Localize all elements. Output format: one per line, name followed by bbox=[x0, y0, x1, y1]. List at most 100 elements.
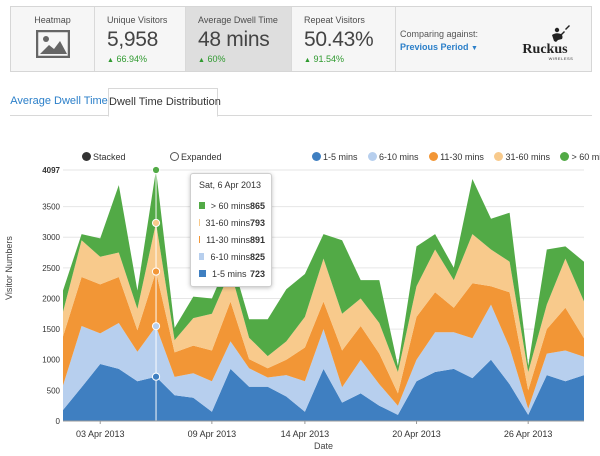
x-axis-title: Date bbox=[314, 441, 333, 451]
y-tick-label: 3000 bbox=[42, 233, 60, 242]
series-area-4 bbox=[63, 223, 584, 394]
x-tick-label: 26 Apr 2013 bbox=[504, 429, 553, 439]
repeat-visitors-change-value: 91.54% bbox=[313, 54, 344, 64]
heatmap-label: Heatmap bbox=[34, 15, 71, 25]
stats-bar: Heatmap Unique Visitors 5,958 ▲ 66.94% A… bbox=[10, 6, 592, 72]
legend-label: > 60 mins bbox=[571, 152, 600, 162]
legend-item-6-10[interactable]: 6-10 mins bbox=[368, 152, 419, 162]
radio-unselected-icon bbox=[170, 152, 179, 161]
average-dwell-time-label: Average Dwell Time bbox=[198, 15, 278, 25]
x-tick-label: 03 Apr 2013 bbox=[76, 429, 125, 439]
average-dwell-time-change: ▲ 60% bbox=[198, 54, 291, 64]
highlight-point bbox=[151, 372, 161, 381]
radio-selected-icon bbox=[82, 152, 91, 161]
unique-visitors-change: ▲ 66.94% bbox=[107, 54, 185, 64]
y-axis-title: Visitor Numbers bbox=[4, 236, 14, 300]
ruckus-logo: Ruckus WIRELESS bbox=[522, 25, 574, 61]
tooltip-row-label: 11-30 mins bbox=[206, 234, 250, 245]
legend-item-60-plus[interactable]: > 60 mins bbox=[560, 152, 600, 162]
series-area-5 bbox=[63, 170, 584, 372]
series-area-2 bbox=[63, 304, 584, 415]
legend-label: 1-5 mins bbox=[323, 152, 358, 162]
series-area-1 bbox=[63, 359, 584, 421]
highlight-point bbox=[151, 267, 161, 276]
unique-visitors-tile[interactable]: Unique Visitors 5,958 ▲ 66.94% bbox=[95, 7, 186, 71]
average-dwell-time-value: 48 mins bbox=[198, 28, 270, 51]
caret-down-icon: ▼ bbox=[471, 45, 478, 52]
square-icon bbox=[199, 236, 201, 243]
legend-dot-icon bbox=[494, 152, 504, 161]
average-dwell-time-change-value: 60% bbox=[207, 54, 226, 64]
repeat-visitors-change: ▲ 91.54% bbox=[304, 54, 395, 64]
repeat-visitors-value: 50.43% bbox=[304, 28, 374, 51]
tooltip-row: 6-10 mins 825 bbox=[199, 248, 265, 265]
up-arrow-icon: ▲ bbox=[198, 57, 205, 64]
legend-label: 11-30 mins bbox=[440, 152, 484, 162]
unique-visitors-value: 5,958 bbox=[107, 28, 159, 51]
logo-area: Ruckus WIRELESS bbox=[514, 7, 591, 71]
comparison-period-dropdown[interactable]: Previous Period ▼ bbox=[400, 42, 514, 52]
average-dwell-time-tile[interactable]: Average Dwell Time 48 mins ▲ 60% bbox=[186, 7, 292, 71]
tab-average-dwell-time[interactable]: Average Dwell Time bbox=[10, 95, 108, 107]
y-tick-label: 3500 bbox=[42, 203, 60, 212]
tooltip-row-value: 825 bbox=[249, 251, 265, 262]
legend-label: 31-60 mins bbox=[505, 152, 550, 162]
up-arrow-icon: ▲ bbox=[107, 57, 114, 64]
square-icon bbox=[199, 270, 206, 277]
tooltip-row: 31-60 mins 793 bbox=[199, 214, 265, 231]
heatmap-tile[interactable]: Heatmap bbox=[11, 7, 95, 71]
legend-label: 6-10 mins bbox=[379, 152, 419, 162]
logo-sub-text: WIRELESS bbox=[549, 56, 574, 61]
stacked-label: Stacked bbox=[93, 152, 126, 162]
logo-brand-text: Ruckus bbox=[522, 42, 568, 57]
tooltip-row-label: 1-5 mins bbox=[212, 268, 247, 279]
expanded-label: Expanded bbox=[181, 152, 222, 162]
tooltip-row-label: 31-60 mins bbox=[205, 217, 250, 228]
tooltip-row: 1-5 mins 723 bbox=[199, 265, 265, 282]
comparison-period-value: Previous Period bbox=[400, 42, 469, 52]
y-tick-label: 2500 bbox=[42, 264, 60, 273]
tooltip-row: > 60 mins 865 bbox=[199, 197, 265, 214]
stacked-radio[interactable]: Stacked bbox=[82, 152, 126, 162]
legend-item-31-60[interactable]: 31-60 mins bbox=[494, 152, 550, 162]
dwell-time-stacked-area-chart[interactable]: 0 500 1000 1500 2000 2500 3000 3500 4097 03 Apr 2… bbox=[0, 160, 600, 456]
tooltip-row-value: 891 bbox=[249, 234, 265, 245]
chart-tooltip: Sat, 6 Apr 2013 > 60 mins 865 31-60 mins 7… bbox=[190, 173, 272, 287]
y-tick-label: 1500 bbox=[42, 325, 60, 334]
legend-dot-icon bbox=[312, 152, 321, 161]
y-tick-label: 1000 bbox=[42, 356, 60, 365]
x-tick-label: 09 Apr 2013 bbox=[188, 429, 237, 439]
highlight-point bbox=[151, 218, 161, 228]
tooltip-title: Sat, 6 Apr 2013 bbox=[199, 180, 262, 190]
y-tick-label: 4097 bbox=[42, 166, 60, 175]
unique-visitors-label: Unique Visitors bbox=[107, 15, 168, 25]
legend-dot-icon bbox=[368, 152, 378, 161]
legend-item-1-5[interactable]: 1-5 mins bbox=[312, 152, 358, 162]
comparing-label: Comparing against: bbox=[400, 29, 479, 39]
repeat-visitors-label: Repeat Visitors bbox=[304, 15, 365, 25]
square-icon bbox=[199, 253, 205, 260]
legend-item-11-30[interactable]: 11-30 mins bbox=[429, 152, 484, 162]
repeat-visitors-tile[interactable]: Repeat Visitors 50.43% ▲ 91.54% bbox=[292, 7, 396, 71]
series-area-3 bbox=[63, 271, 584, 409]
square-icon bbox=[199, 202, 205, 209]
tooltip-row: 11-30 mins 891 bbox=[199, 231, 265, 248]
x-tick-label: 14 Apr 2013 bbox=[281, 429, 330, 439]
chart-legend: 1-5 mins 6-10 mins 11-30 mins 31-60 mins… bbox=[312, 152, 600, 162]
legend-dot-icon bbox=[560, 152, 570, 161]
tab-bar: Average Dwell Time Dwell Time Distributi… bbox=[10, 88, 592, 117]
legend-dot-icon bbox=[429, 152, 439, 161]
highlight-point bbox=[151, 322, 161, 331]
tooltip-row-label: > 60 mins bbox=[210, 200, 250, 211]
image-icon bbox=[35, 29, 70, 59]
y-tick-label: 0 bbox=[56, 417, 61, 426]
tooltip-row-value: 723 bbox=[249, 268, 265, 279]
highlight-point bbox=[151, 165, 161, 175]
tooltip-row-value: 793 bbox=[249, 217, 265, 228]
tab-dwell-time-distribution[interactable]: Dwell Time Distribution bbox=[108, 88, 221, 117]
y-tick-label: 500 bbox=[47, 386, 61, 395]
tooltip-row-value: 865 bbox=[249, 200, 265, 211]
comparison-selector: Comparing against: Previous Period ▼ bbox=[396, 7, 514, 71]
unique-visitors-change-value: 66.94% bbox=[116, 54, 147, 64]
expanded-radio[interactable]: Expanded bbox=[170, 152, 222, 162]
